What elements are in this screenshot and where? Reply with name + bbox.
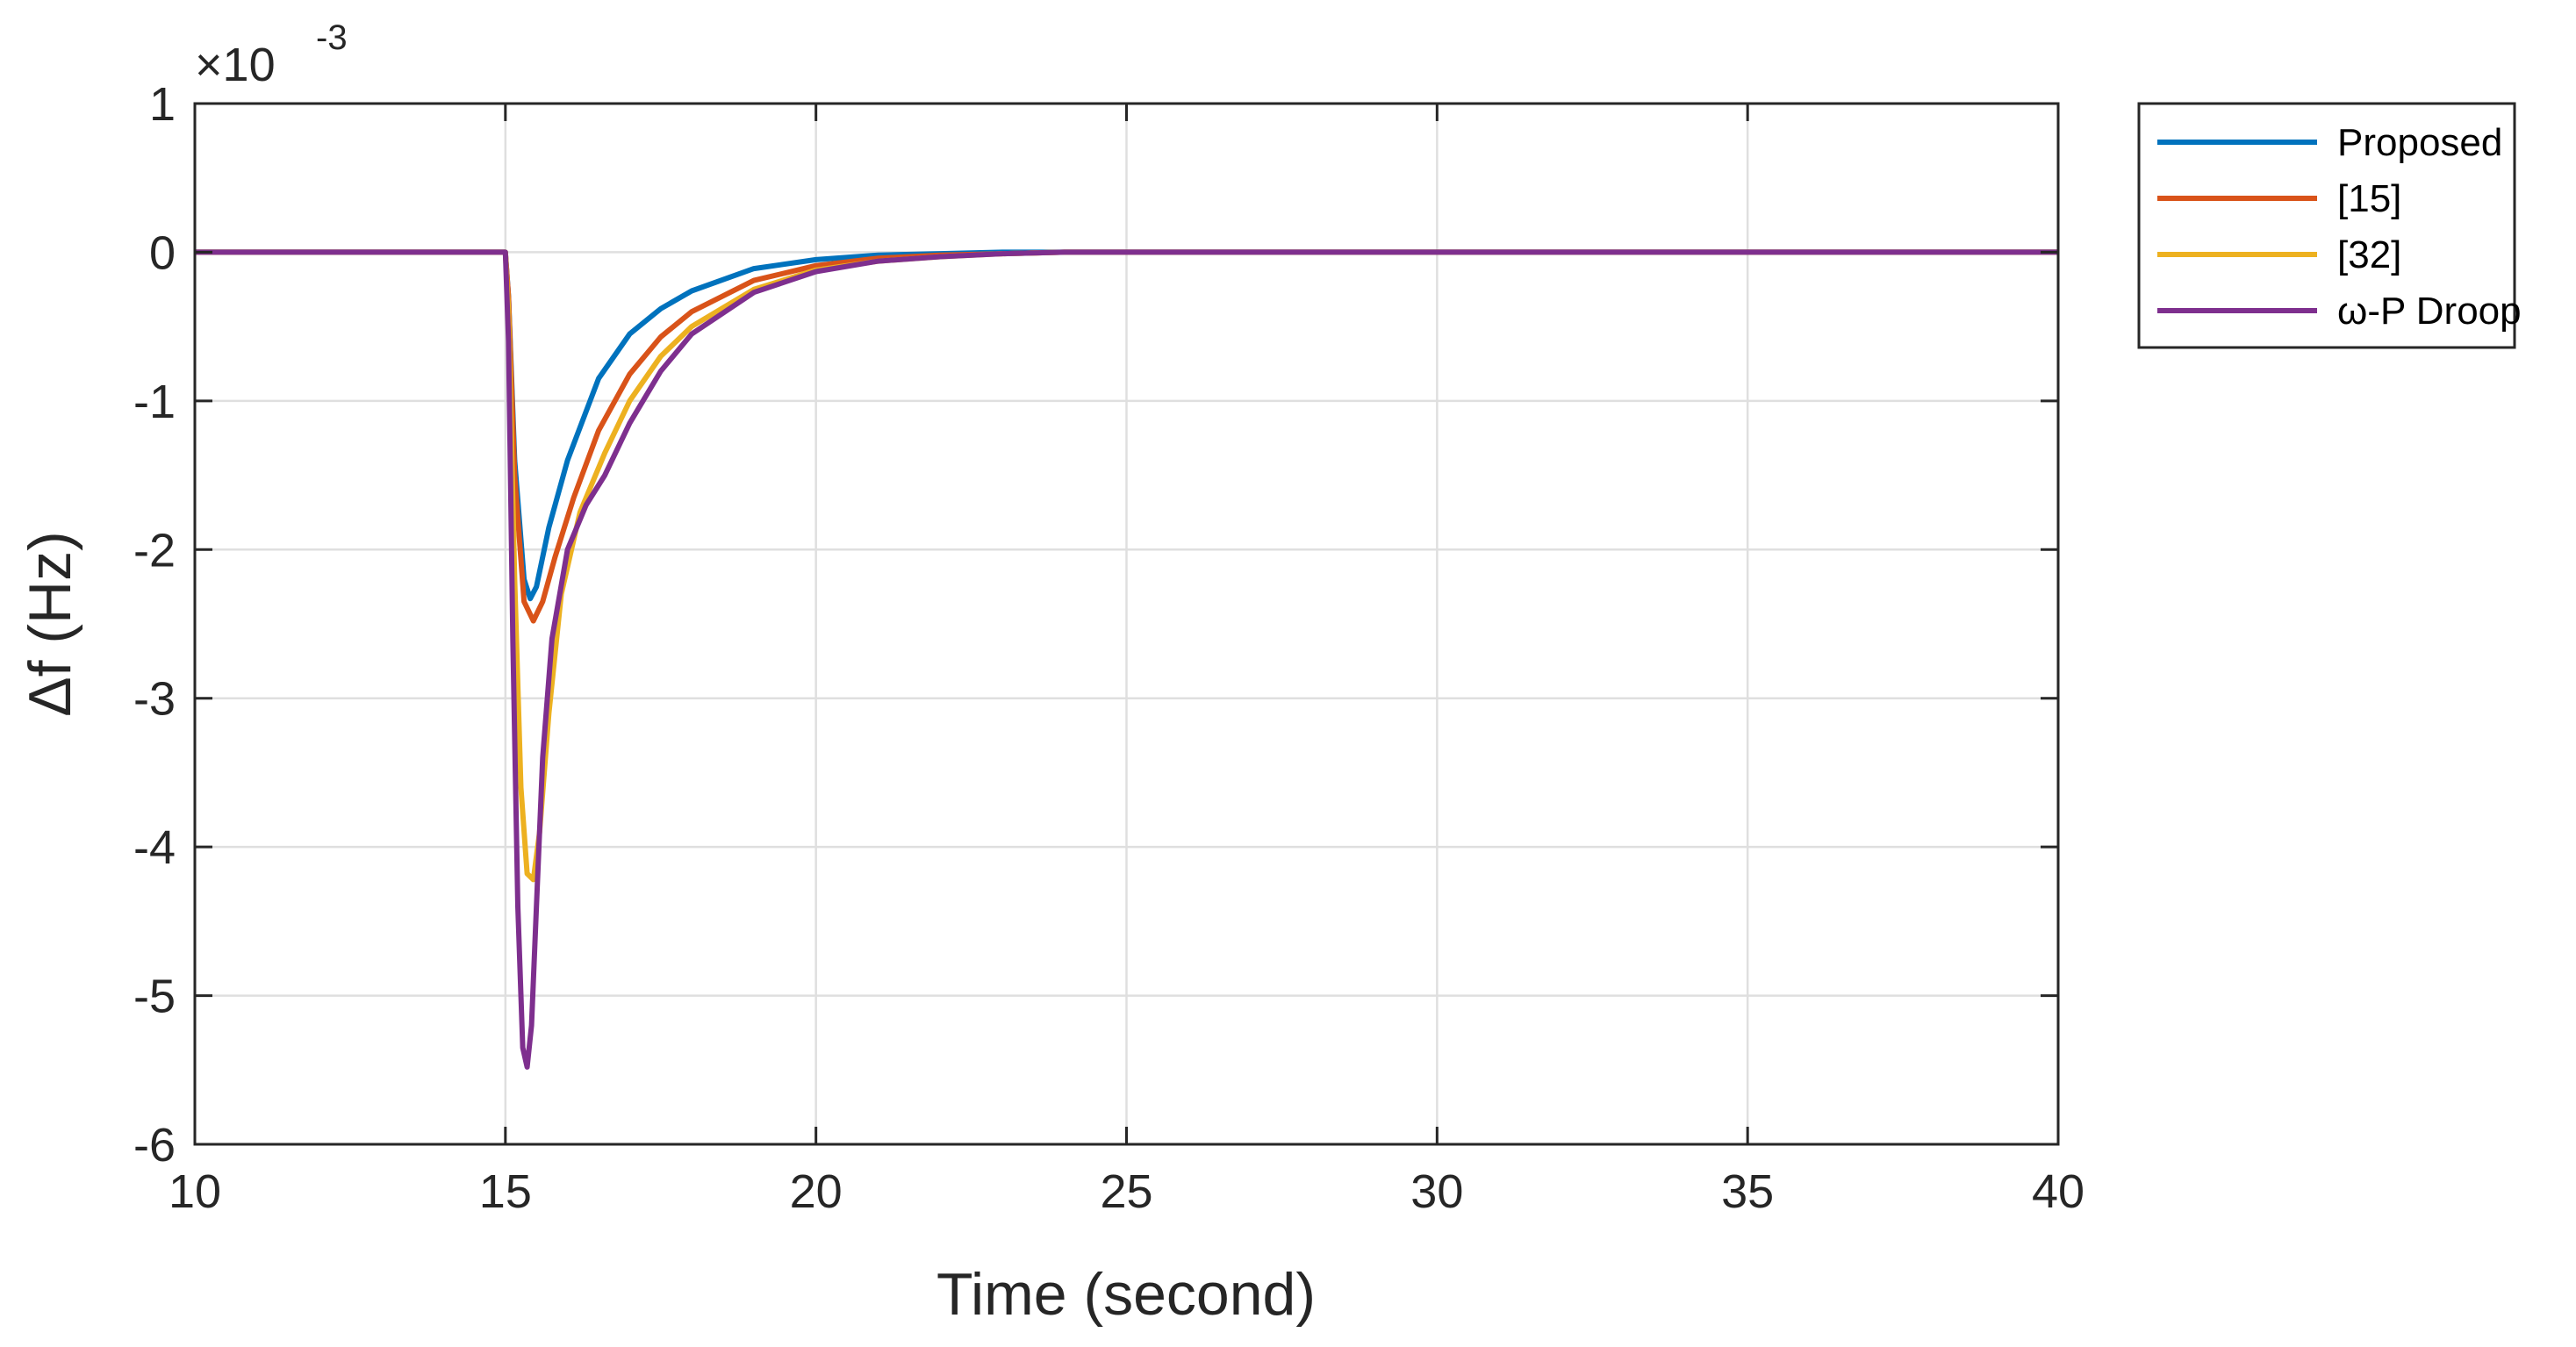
x-tick-label: 40 [2032,1165,2084,1218]
x-axis-label: Time (second) [936,1261,1316,1328]
legend-label: Proposed [2337,121,2502,164]
legend: Proposed [15] [32] ω-P Droop [2137,102,2522,349]
x-tick-label: 35 [1721,1165,1774,1218]
x-tick-label: 10 [169,1165,221,1218]
y-tick-label: -2 [133,524,176,577]
x-tick-labels: 10 15 20 25 30 35 40 [169,1165,2084,1218]
y-tick-label: -1 [133,376,176,428]
series-line [195,249,2058,1070]
y-tick-label: 1 [149,78,176,131]
legend-label: [15] [2337,177,2401,220]
y-tick-label: 0 [149,226,176,279]
x-tick-label: 20 [790,1165,843,1218]
y-tick-labels: 1 0 -1 -2 -3 -4 -5 -6 [133,78,176,1171]
legend-label: ω-P Droop [2337,290,2522,333]
y-tick-label: -3 [133,673,176,726]
x-tick-label: 25 [1100,1165,1152,1218]
ticks [193,102,2060,1146]
series-layer [195,249,2058,1070]
y-tick-label: -6 [133,1119,176,1171]
y-tick-label: -4 [133,821,176,874]
legend-label: [32] [2337,233,2401,276]
y-tick-label: -5 [133,971,176,1023]
y-axis-label: Δf (Hz) [17,531,83,717]
y-exponent: -3 [316,18,348,57]
y-multiplier: ×10 [195,39,276,91]
x-tick-label: 30 [1410,1165,1463,1218]
x-tick-label: 15 [479,1165,532,1218]
